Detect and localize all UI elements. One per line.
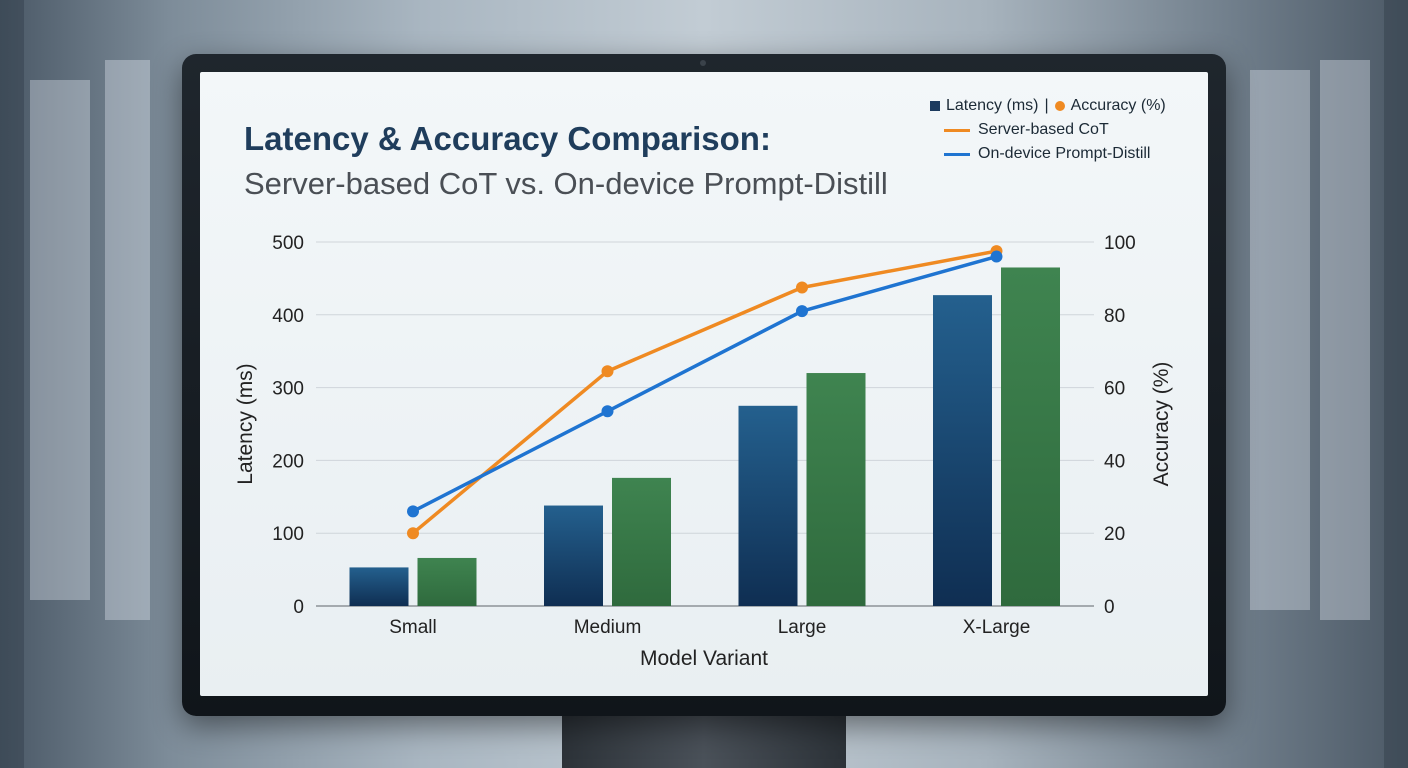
- x-tick-label: Medium: [574, 617, 642, 638]
- series-point: [601, 365, 614, 378]
- y-right-tick-label: 20: [1104, 524, 1125, 545]
- x-tick-label: X-Large: [963, 617, 1031, 638]
- y-left-tick-label: 300: [272, 379, 304, 400]
- bar: [612, 477, 671, 606]
- bar: [806, 373, 866, 606]
- y-left-tick-label: 200: [272, 451, 304, 472]
- y-right-tick-label: 0: [1104, 597, 1115, 618]
- x-axis-title: Model Variant: [640, 647, 768, 670]
- y-right-tick-label: 80: [1104, 306, 1125, 327]
- series-line: [411, 249, 997, 535]
- y-right-axis-title: Accuracy (%): [1150, 362, 1173, 487]
- latency-legend-square-icon: [930, 101, 940, 111]
- bar: [933, 295, 992, 606]
- y-left-tick-label: 500: [272, 233, 304, 254]
- accuracy-legend-dot-icon: [1054, 101, 1065, 111]
- bar: [349, 567, 409, 606]
- legend-server-label: Server-based CoT: [978, 121, 1109, 138]
- y-right-tick-label: 100: [1104, 233, 1136, 254]
- chart-screen: Latency & Accuracy Comparison: Server-ba…: [200, 72, 1208, 696]
- series-point: [407, 505, 419, 518]
- legend-item-server: Server-based CoT: [930, 118, 1166, 142]
- monitor-stand: [562, 712, 846, 768]
- bar: [544, 505, 603, 606]
- legend-header: Latency (ms) | Accuracy (%): [930, 94, 1166, 118]
- y-left-tick-label: 400: [272, 306, 304, 327]
- bar: [417, 557, 477, 606]
- legend-accuracy-label: Accuracy (%): [1070, 97, 1166, 114]
- series-point: [990, 250, 1003, 263]
- camera-icon: [700, 60, 706, 66]
- y-left-axis-title: Latency (ms): [234, 363, 257, 484]
- bar: [738, 405, 798, 606]
- x-tick-label: Large: [778, 617, 827, 638]
- chart-title: Latency & Accuracy Comparison:: [244, 120, 771, 157]
- y-left-tick-label: 100: [272, 524, 304, 545]
- series-line: [412, 254, 997, 513]
- bar: [1001, 267, 1060, 606]
- legend-latency-label: Latency (ms): [946, 97, 1039, 114]
- chart-plot: 0 100 200 300 400 500 0 20 40 60 80 100 Small Medium L…: [234, 233, 1173, 670]
- series-point: [601, 405, 614, 418]
- x-tick-label: Small: [389, 617, 437, 638]
- y-right-tick-label: 60: [1104, 379, 1125, 400]
- series-point: [796, 305, 808, 318]
- series-point: [407, 527, 419, 540]
- chart-subtitle: Server-based CoT vs. On-device Prompt-Di…: [244, 166, 888, 201]
- legend-item-ondevice: On-device Prompt-Distill: [930, 142, 1166, 166]
- ondevice-line-legend-icon: [944, 152, 970, 156]
- y-left-tick-label: 0: [293, 597, 304, 618]
- series-point: [796, 281, 808, 294]
- legend-separator: |: [1044, 97, 1049, 114]
- chart-legend: Latency (ms) | Accuracy (%) Server-based…: [930, 94, 1166, 166]
- legend-ondevice-label: On-device Prompt-Distill: [978, 145, 1151, 162]
- server-line-legend-icon: [944, 128, 970, 132]
- y-right-tick-label: 40: [1104, 451, 1125, 472]
